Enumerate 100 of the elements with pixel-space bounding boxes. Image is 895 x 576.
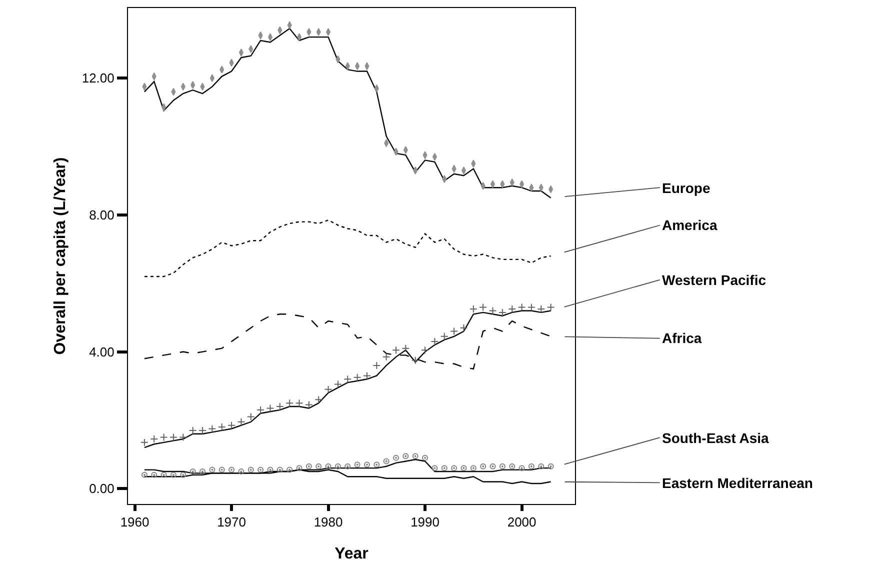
text: Eastern Mediterranean <box>662 475 813 491</box>
y-axis-title: Overall per capita (L/Year) <box>52 157 69 355</box>
point <box>353 373 362 382</box>
point <box>374 462 380 468</box>
point <box>218 466 225 473</box>
text: Africa <box>662 330 702 346</box>
point <box>286 399 294 408</box>
point <box>470 465 476 472</box>
point <box>209 466 216 473</box>
point <box>258 466 264 473</box>
point <box>256 406 265 414</box>
point <box>304 400 313 409</box>
text: Western Pacific <box>662 272 766 288</box>
point <box>518 303 526 312</box>
point <box>451 465 458 472</box>
point <box>411 356 420 364</box>
point <box>509 463 516 470</box>
point <box>362 372 371 380</box>
point <box>316 463 322 470</box>
text: South-East Asia <box>662 430 770 446</box>
point <box>267 466 274 473</box>
point <box>198 426 206 434</box>
point <box>238 468 244 474</box>
point <box>324 385 332 394</box>
point <box>527 303 536 312</box>
point <box>286 466 293 473</box>
point <box>228 421 236 430</box>
point <box>460 465 467 472</box>
point <box>188 426 197 434</box>
x-axis-title: Year <box>334 545 368 562</box>
point <box>393 454 400 461</box>
y-tick-label: 0.00 <box>89 481 114 496</box>
y-tick-label: 8.00 <box>89 208 114 222</box>
point <box>266 404 274 412</box>
point <box>372 361 381 370</box>
point <box>276 402 284 411</box>
point <box>179 433 188 442</box>
point <box>228 466 235 473</box>
point <box>151 472 158 478</box>
point <box>440 332 448 340</box>
point <box>382 352 390 361</box>
line-series <box>144 219 552 278</box>
point <box>150 435 158 444</box>
point <box>160 472 167 478</box>
point <box>518 465 525 472</box>
point <box>432 465 438 472</box>
point <box>140 438 148 446</box>
point <box>537 305 546 314</box>
line-series <box>144 310 552 448</box>
point <box>141 472 148 478</box>
point <box>237 418 246 426</box>
point <box>344 463 351 470</box>
point <box>354 462 360 468</box>
y-tick-label: 12.00 <box>82 70 114 86</box>
point <box>334 463 341 470</box>
point <box>421 346 430 354</box>
point <box>402 344 410 352</box>
point <box>295 399 304 408</box>
point <box>325 463 332 470</box>
point <box>296 465 302 472</box>
point <box>248 466 254 473</box>
point <box>450 327 458 336</box>
point <box>334 380 342 388</box>
point <box>548 463 554 470</box>
point <box>306 463 312 470</box>
x-tick-label: 1970 <box>217 514 246 530</box>
point <box>508 305 516 314</box>
point <box>170 472 176 478</box>
point <box>490 463 496 470</box>
point <box>528 463 534 470</box>
text: America <box>662 217 718 233</box>
point <box>160 433 168 442</box>
point <box>344 375 352 384</box>
point <box>246 412 255 421</box>
x-tick-label: 1990 <box>410 514 440 530</box>
point <box>538 463 544 470</box>
point <box>314 396 323 404</box>
point <box>460 324 468 332</box>
point <box>430 338 439 346</box>
point <box>412 453 418 460</box>
point <box>200 468 206 474</box>
point <box>546 303 555 312</box>
point <box>383 458 390 464</box>
point <box>180 472 186 478</box>
x-tick-label: 1960 <box>120 514 150 530</box>
point <box>218 423 226 432</box>
point <box>392 346 400 354</box>
x-tick-label: 1980 <box>314 514 343 530</box>
point <box>441 465 448 472</box>
point <box>479 303 488 312</box>
point <box>190 468 196 474</box>
point <box>169 433 178 442</box>
point <box>498 308 506 316</box>
point <box>488 306 497 315</box>
point <box>469 305 478 314</box>
y-tick-label: 4.00 <box>89 344 114 360</box>
text: Europe <box>662 180 710 196</box>
point <box>499 463 506 470</box>
x-tick-label: 2000 <box>507 514 536 530</box>
point <box>480 463 486 470</box>
